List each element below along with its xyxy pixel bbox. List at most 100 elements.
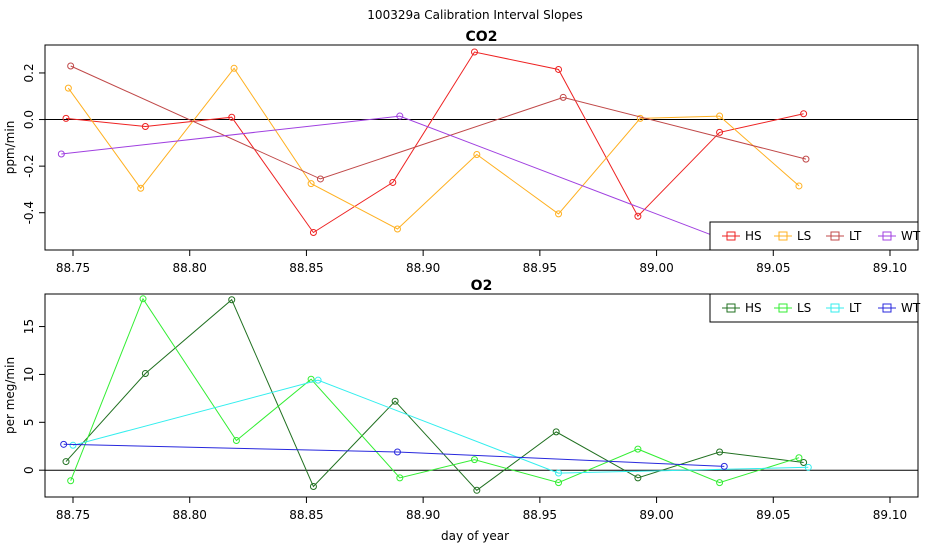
o2-series-ls-point <box>139 295 147 303</box>
co2-legend-lt-marker <box>830 231 840 241</box>
o2-x-tick-label: 88.85 <box>289 508 323 522</box>
o2-x-tick-label: 88.90 <box>406 508 440 522</box>
co2-series-hs-point <box>716 128 724 136</box>
co2-series-ls-point <box>555 210 563 218</box>
o2-legend-hs-label: HS <box>745 301 762 315</box>
co2-series-wt-line <box>61 115 727 242</box>
o2-plot-frame <box>44 293 919 498</box>
co2-series-ls-point <box>137 184 145 192</box>
co2-series-hs-point <box>800 110 808 118</box>
co2-series-hs-point <box>389 178 397 186</box>
o2-series-lt-point <box>69 441 77 449</box>
co2-y-tick-label: 0.2 <box>22 63 36 82</box>
co2-y-tick-label: -0.4 <box>22 201 36 224</box>
co2-series-hs-point <box>309 229 317 237</box>
o2-series-hs-point <box>62 458 70 466</box>
co2-series-ls-point <box>393 225 401 233</box>
co2-y-tick-label: -0.2 <box>22 154 36 177</box>
co2-panel-title: CO2 <box>466 29 498 45</box>
o2-x-tick-label: 88.80 <box>173 508 207 522</box>
co2-legend-wt-marker <box>882 231 892 241</box>
co2-series-hs-point <box>141 123 149 131</box>
o2-legend-wt-label: WT <box>901 301 921 315</box>
co2-x-tick-label: 89.05 <box>756 261 790 275</box>
o2-series-hs-point <box>391 397 399 405</box>
o2-y-tick-label: 15 <box>22 319 36 334</box>
o2-series-hs-point <box>552 428 560 436</box>
co2-series-lt-point <box>559 93 567 101</box>
co2-x-tick-label: 88.75 <box>56 261 90 275</box>
co2-series-ls-point <box>307 180 315 188</box>
co2-legend-hs-label: HS <box>745 229 762 243</box>
o2-series-hs-point <box>228 296 236 304</box>
co2-x-tick-label: 88.95 <box>523 261 557 275</box>
o2-legend-ls-marker <box>778 303 788 313</box>
co2-x-tick-label: 88.85 <box>289 261 323 275</box>
o2-series-ls-line <box>70 297 800 484</box>
o2-y-tick-label: 5 <box>22 418 36 426</box>
o2-legend-hs-marker <box>726 303 736 313</box>
co2-series-wt-point <box>57 150 65 158</box>
co2-series-hs-point <box>555 65 563 73</box>
o2-series-ls-point <box>634 445 642 453</box>
o2-y-tick-label: 10 <box>22 367 36 382</box>
co2-series-hs-point <box>228 113 236 121</box>
co2-legend-ls-marker <box>778 231 788 241</box>
co2-series-ls-point <box>636 114 644 122</box>
o2-series-wt-point <box>720 462 728 470</box>
o2-series-lt-line <box>72 379 809 474</box>
co2-panel: CO2 ppm/min 88.75 88.80 88.85 88.90 88.95 89.00… <box>3 29 921 275</box>
co2-series-hs-point <box>634 212 642 220</box>
o2-series-hs-point <box>800 459 808 467</box>
o2-panel-title: O2 <box>471 278 493 294</box>
co2-series-hs-point <box>470 48 478 56</box>
o2-series-wt-point <box>393 448 401 456</box>
co2-legend-ls-label: LS <box>797 229 811 243</box>
o2-series-hs-line <box>65 298 804 491</box>
o2-legend-lt-marker <box>830 303 840 313</box>
co2-series-hs-point <box>62 114 70 122</box>
o2-x-tick-label: 89.05 <box>756 508 790 522</box>
o2-series-hs-point <box>716 448 724 456</box>
o2-series-lt-point <box>555 469 563 477</box>
o2-series-ls-point <box>232 437 240 445</box>
co2-series-ls-line <box>67 67 800 230</box>
co2-series-wt-point <box>396 112 404 120</box>
co2-series-hs-line <box>65 51 804 234</box>
co2-x-tick-label: 88.80 <box>173 261 207 275</box>
o2-y-tick-label: 0 <box>22 466 36 474</box>
co2-series-ls-point <box>473 150 481 158</box>
o2-legend-ls-label: LS <box>797 301 811 315</box>
o2-y-axis-label: per meg/min <box>3 357 17 434</box>
o2-series-wt-point <box>60 440 68 448</box>
o2-series-hs-point <box>634 474 642 482</box>
o2-series-ls-point <box>716 479 724 487</box>
o2-legend-wt-marker <box>882 303 892 313</box>
co2-legend-wt-label: WT <box>901 229 921 243</box>
o2-series-lt-point <box>804 463 812 471</box>
co2-series-ls-point <box>716 112 724 120</box>
o2-series-ls-point <box>470 456 478 464</box>
o2-series-ls-point <box>555 479 563 487</box>
o2-series-hs-point <box>309 482 317 490</box>
co2-x-tick-label: 88.90 <box>406 261 440 275</box>
o2-series-ls-point <box>396 474 404 482</box>
co2-legend-hs-marker <box>726 231 736 241</box>
o2-panel: O2 per meg/min 88.75 88.80 88.85 88.90 88.95 89… <box>3 278 921 522</box>
co2-series-ls-point <box>795 182 803 190</box>
co2-x-tick-label: 89.00 <box>639 261 673 275</box>
o2-x-tick-label: 89.00 <box>639 508 673 522</box>
co2-y-tick-label: 0.0 <box>22 110 36 129</box>
o2-series-hs-point <box>141 369 149 377</box>
o2-x-tick-label: 89.10 <box>873 508 907 522</box>
o2-x-tick-label: 88.75 <box>56 508 90 522</box>
o2-series-hs-point <box>473 486 481 494</box>
co2-x-tick-label: 89.10 <box>873 261 907 275</box>
o2-series-ls-point <box>67 477 75 485</box>
co2-legend-lt-label: LT <box>849 229 862 243</box>
co2-series-lt-point <box>316 175 324 183</box>
co2-series-lt-line <box>70 65 807 180</box>
co2-series-ls-point <box>64 84 72 92</box>
figure-title: 100329a Calibration Interval Slopes <box>367 8 582 22</box>
